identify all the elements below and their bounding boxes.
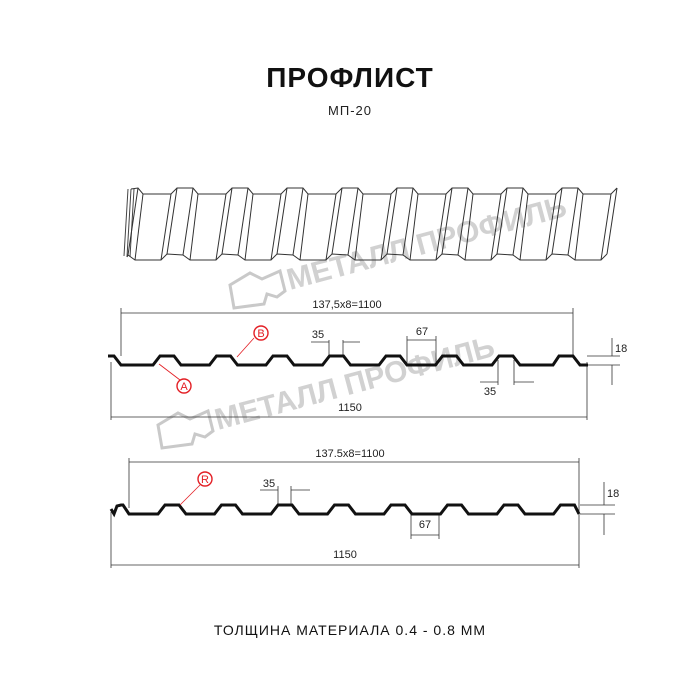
rib-edge <box>435 193 447 261</box>
pitch-dim-label: 137.5x8=1100 <box>315 448 384 460</box>
rib-edge <box>325 193 337 261</box>
marker-b: B <box>236 325 269 358</box>
sheet-3d-view <box>123 187 618 261</box>
rib-edge <box>270 193 282 261</box>
rib-edge <box>496 187 508 255</box>
rib-edge <box>402 187 414 256</box>
rib-edge <box>457 187 469 256</box>
pitch-dim-label: 137,5x8=1100 <box>312 299 381 311</box>
marker-r: R <box>179 471 213 506</box>
height-label: 18 <box>607 488 619 500</box>
profile-a: 137,5x8=1100 1150 35 67 35 18 B A <box>108 299 627 420</box>
sheet-top-edge <box>130 187 618 195</box>
watermark-text: МЕТАЛЛ ПРОФИЛЬ <box>211 330 498 436</box>
watermark-2: МЕТАЛЛ ПРОФИЛЬ <box>156 330 498 450</box>
rib-edge <box>237 187 249 256</box>
rib-edge <box>567 187 579 256</box>
svg-text:A: A <box>180 381 188 393</box>
rib-edge <box>574 193 584 261</box>
svg-text:R: R <box>201 474 209 486</box>
profile-a-line <box>108 354 588 367</box>
marker-a: A <box>158 363 192 394</box>
rib-edge <box>189 193 199 261</box>
watermark-1: МЕТАЛЛ ПРОФИЛЬ <box>228 190 570 310</box>
rib-edge <box>606 187 618 255</box>
rib-edge <box>347 187 359 256</box>
rib-gap-label: 35 <box>484 386 496 398</box>
model-subtitle: МП-20 <box>328 103 372 118</box>
width-dim-label: 1150 <box>338 402 362 414</box>
rib-edge <box>331 187 343 255</box>
top-width-label: 35 <box>263 478 275 490</box>
rib-edge <box>551 187 563 255</box>
rib-edge <box>380 193 392 261</box>
rib-edge <box>221 187 233 255</box>
watermark-text: МЕТАЛЛ ПРОФИЛЬ <box>283 190 570 296</box>
rib-edge <box>464 193 474 261</box>
rib-edge <box>441 187 453 255</box>
height-label: 18 <box>615 343 627 355</box>
bottom-rib-label: 67 <box>419 519 431 531</box>
rib-edge <box>490 193 502 261</box>
rib-edge <box>215 193 227 261</box>
rib-edge <box>299 193 309 261</box>
top-width-label: 35 <box>312 329 324 341</box>
rib-edge <box>386 187 398 255</box>
svg-text:B: B <box>257 328 264 340</box>
sheet-bottom-edge <box>126 253 608 261</box>
rib-edge <box>134 193 144 261</box>
watermark-logo-icon <box>156 408 215 450</box>
width-dim-label: 1150 <box>333 549 357 561</box>
rib-edge <box>519 193 529 261</box>
rib-edge <box>409 193 419 261</box>
rib-edge <box>160 193 172 261</box>
rib-edge <box>354 193 364 261</box>
page-title: ПРОФЛИСТ <box>266 62 434 93</box>
rib-edge <box>244 193 254 261</box>
rib-edge <box>166 187 178 255</box>
material-thickness-note: ТОЛЩИНА МАТЕРИАЛА 0.4 - 0.8 ММ <box>213 622 487 638</box>
rib-edge <box>276 187 288 255</box>
rib-edge <box>127 187 139 256</box>
rib-edge <box>600 193 612 261</box>
rib-edge <box>182 187 194 256</box>
rib-edge <box>512 187 524 256</box>
rib-edge <box>545 193 557 261</box>
profile-b-line <box>109 503 581 518</box>
rib-edge <box>292 187 304 256</box>
watermark-logo-icon <box>228 268 287 310</box>
profile-b: 137.5x8=1100 1150 35 67 18 R <box>109 448 619 568</box>
bottom-rib-label: 67 <box>416 326 428 338</box>
